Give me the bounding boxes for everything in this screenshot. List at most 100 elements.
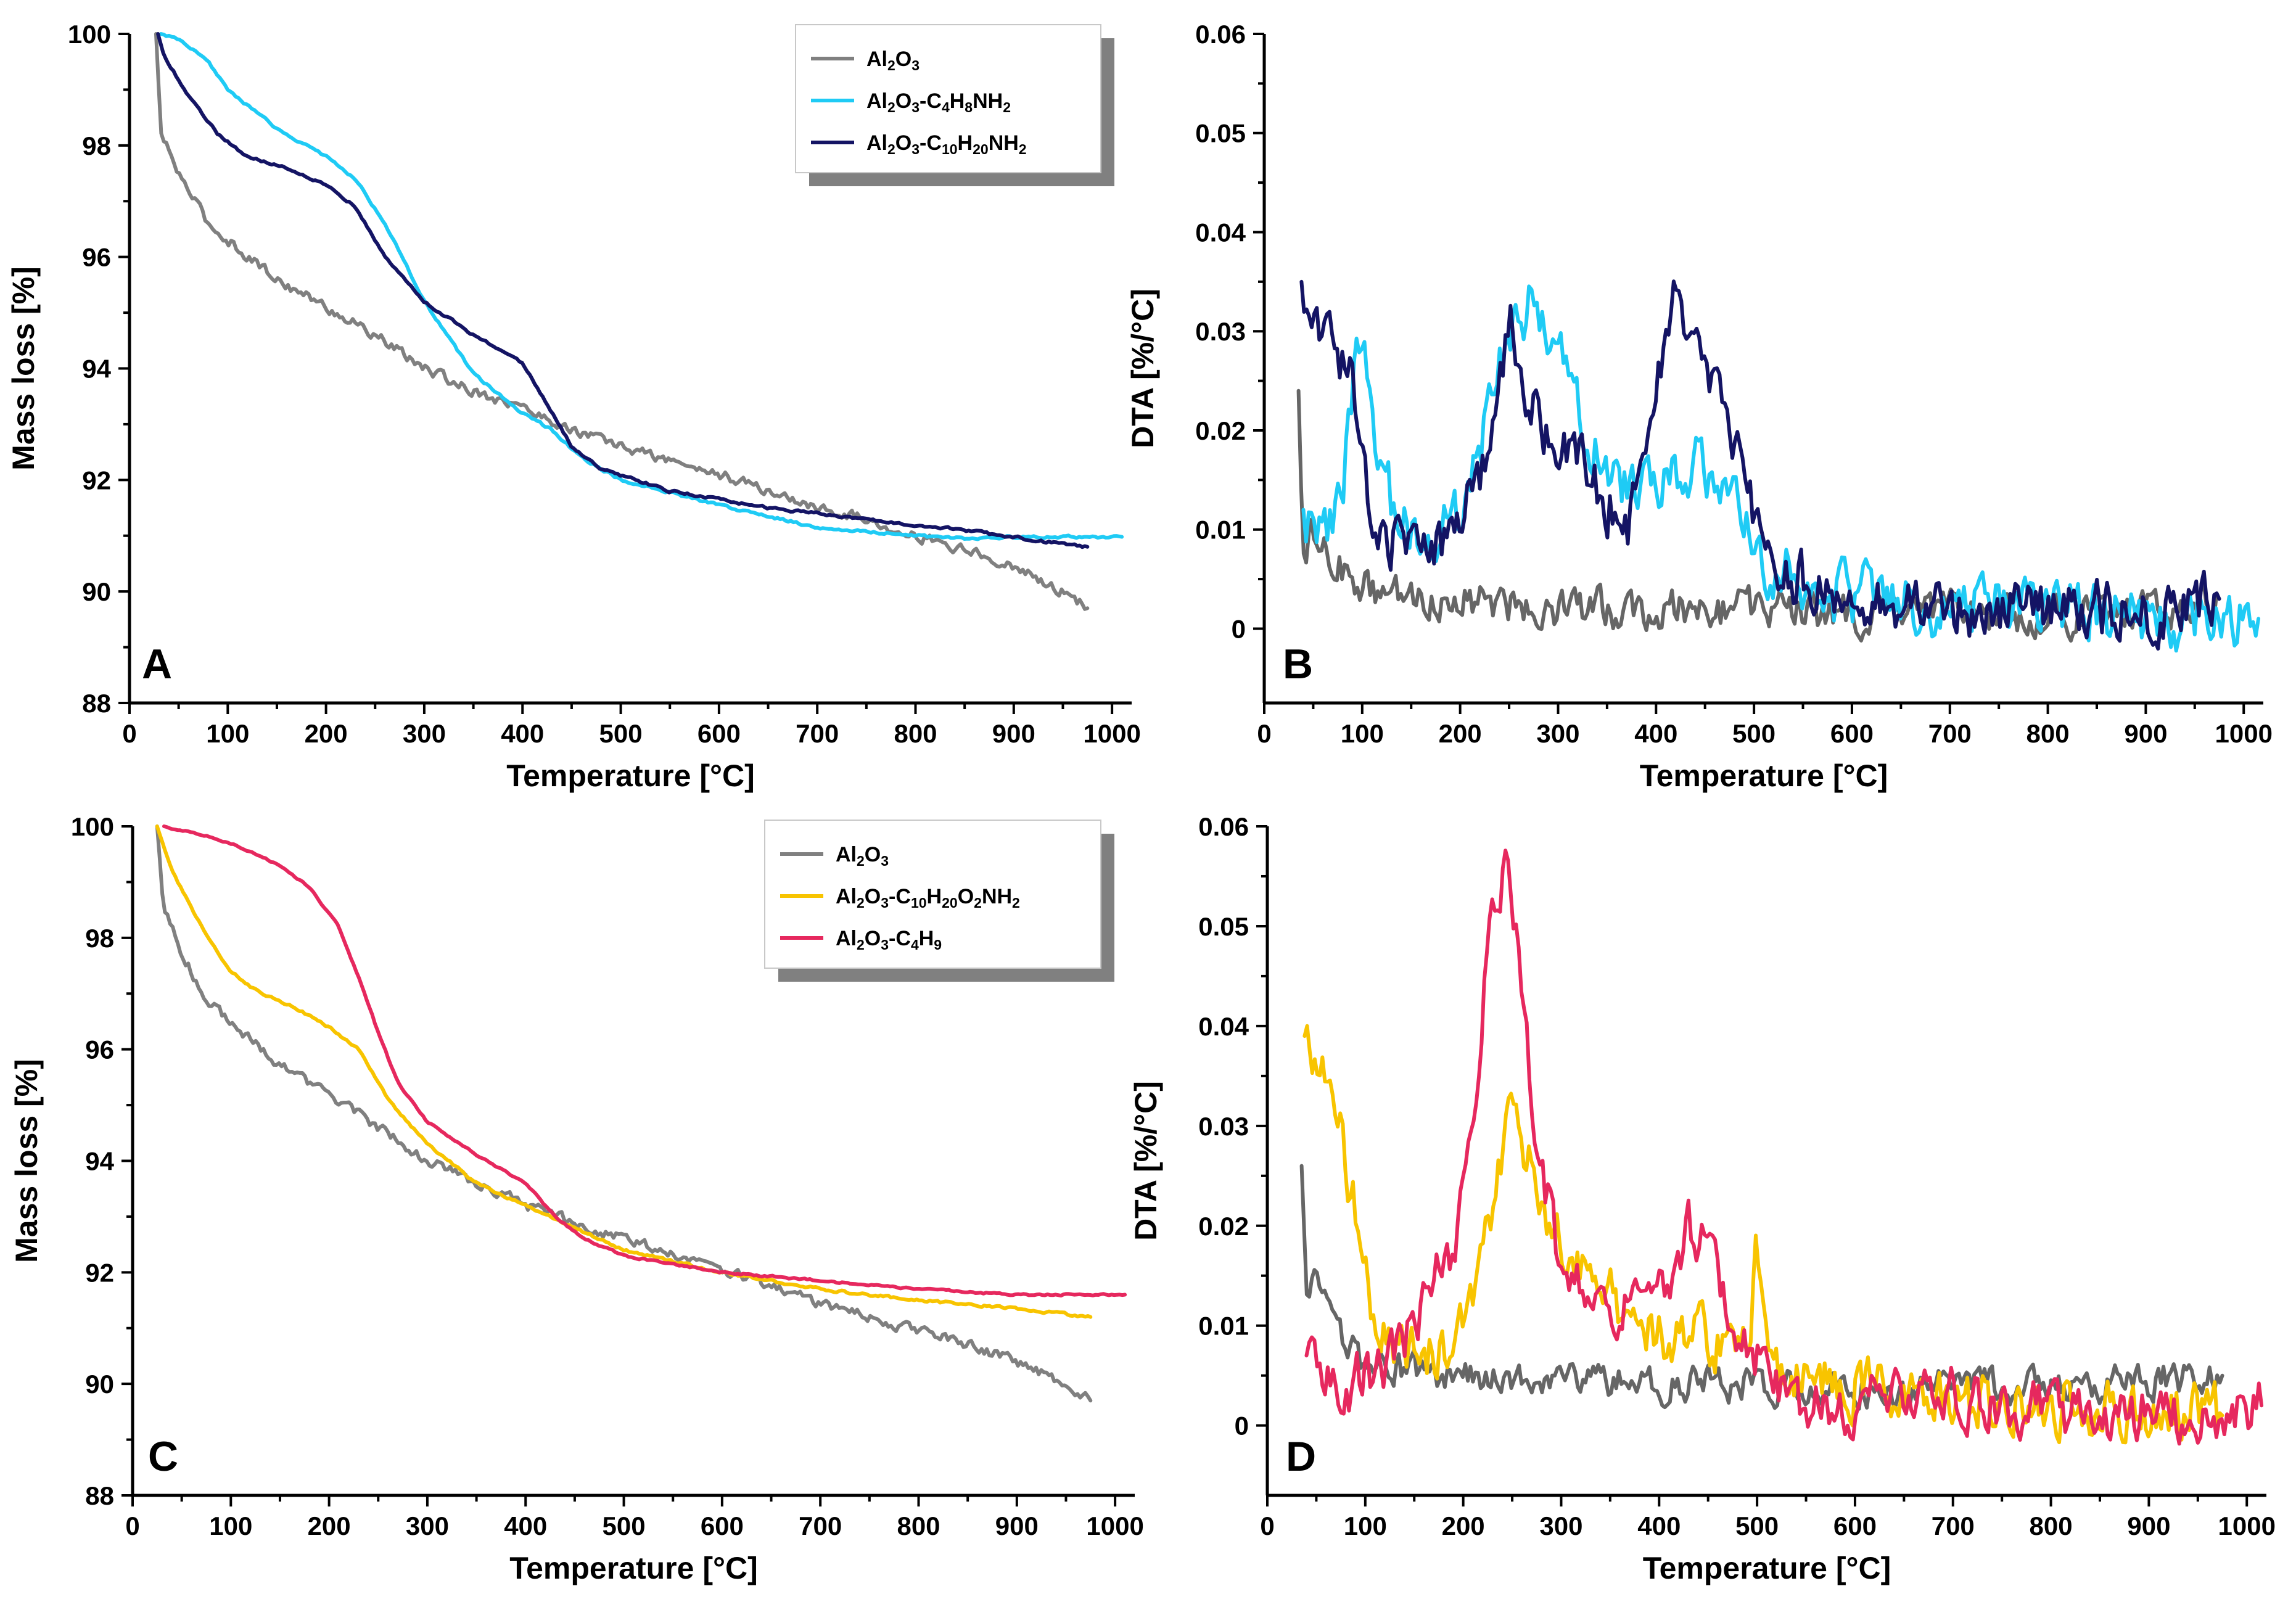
x-tick-label: 600	[1833, 1511, 1877, 1540]
x-tick-label: 500	[603, 1511, 646, 1540]
panel-letter: A	[142, 641, 172, 688]
y-axis-title: Mass loss [%]	[9, 1059, 44, 1263]
y-tick-label: 0.02	[1195, 416, 1246, 445]
series-line-c10h20o2nh2	[1302, 1024, 2224, 1445]
y-tick-label: 0.01	[1198, 1312, 1249, 1341]
legend-label: Al2O3-C10H20NH2	[866, 131, 1027, 157]
x-tick-label: 900	[2127, 1511, 2170, 1540]
y-tick-label: 88	[85, 1481, 114, 1510]
x-tick-label: 0	[1257, 719, 1271, 748]
x-tick-label: 100	[206, 719, 249, 748]
panel-a: 0 100 200 300 400 500 600 700 800 900 1000 88 90 92 94…	[6, 20, 1141, 793]
series-line-c10h20o2nh2	[155, 824, 1093, 1319]
x-tick-label: 100	[1344, 1511, 1387, 1540]
legend-label: Al2O3	[836, 843, 889, 869]
y-tick-label: 0.03	[1198, 1112, 1249, 1141]
y-tick-label: 0	[1235, 1412, 1249, 1441]
x-tick-label: 700	[796, 719, 839, 748]
panel-d: 0 100 200 300 400 500 600 700 800 900 1000 0 0.01 0.0…	[1129, 812, 2276, 1585]
x-tick-label: 200	[1442, 1511, 1485, 1540]
x-tick-label: 100	[1341, 719, 1384, 748]
y-tick-label: 98	[85, 924, 114, 953]
legend-label: Al2O3-C4H8NH2	[866, 89, 1011, 115]
y-tick-label: 0.03	[1195, 317, 1246, 346]
y-tick-label: 100	[71, 812, 114, 841]
x-tick-label: 700	[1932, 1511, 1975, 1540]
x-tick-label: 800	[2030, 1511, 2073, 1540]
y-tick-label: 100	[68, 20, 111, 49]
y-tick-label: 90	[82, 577, 111, 606]
panel-letter: D	[1286, 1433, 1316, 1480]
panel-letter: C	[148, 1433, 178, 1480]
y-tick-label: 0.02	[1198, 1212, 1249, 1241]
x-tick-label: 400	[1634, 719, 1677, 748]
y-tick-label: 0.04	[1195, 218, 1246, 247]
panel-b: 0 100 200 300 400 500 600 700 800 900 1000 0 0.01 0.0…	[1125, 20, 2273, 793]
x-tick-label: 300	[1536, 719, 1579, 748]
legend-label: Al2O3	[866, 47, 920, 73]
y-tick-label: 96	[85, 1035, 114, 1064]
x-tick-label: 500	[1735, 1511, 1779, 1540]
x-tick-label: 900	[995, 1511, 1039, 1540]
x-tick-label: 500	[1732, 719, 1775, 748]
y-tick-label: 0.06	[1198, 812, 1249, 841]
series-line-c10h20nh2	[156, 32, 1090, 549]
x-tick-label: 900	[992, 719, 1035, 748]
x-tick-label: 200	[1439, 719, 1482, 748]
series-line-c4h9	[162, 824, 1127, 1298]
legend: Al2O3 Al2O3-C10H20O2NH2 Al2O3-C4H9	[764, 820, 1114, 982]
x-tick-label: 0	[122, 719, 136, 748]
x-axis-title: Temperature [°C]	[1640, 758, 1888, 793]
y-tick-label: 92	[82, 466, 111, 495]
x-tick-label: 1000	[1086, 1511, 1143, 1540]
x-axis-title: Temperature [°C]	[1643, 1551, 1891, 1585]
y-tick-label: 0.01	[1195, 516, 1246, 545]
x-tick-label: 400	[501, 719, 544, 748]
x-tick-label: 800	[2026, 719, 2070, 748]
y-tick-label: 94	[85, 1147, 114, 1176]
series-line-c10h20nh2	[1299, 279, 2221, 651]
y-tick-label: 0.05	[1195, 119, 1246, 148]
y-tick-label: 0.04	[1198, 1012, 1249, 1041]
series-line-al2o3	[154, 32, 1090, 611]
series-line-al2o3-dta	[1296, 388, 2221, 643]
x-tick-label: 0	[1260, 1511, 1274, 1540]
x-tick-label: 700	[1928, 719, 1972, 748]
x-tick-label: 400	[504, 1511, 547, 1540]
y-tick-label: 0	[1232, 614, 1246, 643]
x-tick-label: 600	[1830, 719, 1874, 748]
x-tick-label: 800	[894, 719, 937, 748]
series-line-c4h9	[1304, 849, 2264, 1446]
x-tick-label: 100	[209, 1511, 252, 1540]
x-tick-label: 700	[799, 1511, 842, 1540]
x-tick-label: 800	[897, 1511, 940, 1540]
series-line-c4h8nh2	[159, 32, 1124, 541]
legend-label: Al2O3-C4H9	[836, 927, 942, 953]
panel-letter: B	[1283, 641, 1313, 688]
series-line-al2o3-dta	[1299, 1164, 2224, 1411]
y-tick-label: 94	[82, 355, 111, 384]
x-tick-label: 500	[599, 719, 643, 748]
x-tick-label: 900	[2124, 719, 2167, 748]
x-tick-label: 300	[1539, 1511, 1582, 1540]
legend: Al2O3 Al2O3-C4H8NH2 Al2O3-C10H20NH2	[795, 24, 1114, 186]
y-tick-label: 96	[82, 243, 111, 272]
y-tick-label: 0.06	[1195, 20, 1246, 49]
x-tick-label: 400	[1637, 1511, 1681, 1540]
x-axis-title: Temperature [°C]	[506, 758, 754, 793]
x-tick-label: 1000	[1083, 719, 1140, 748]
x-tick-label: 600	[697, 719, 741, 748]
y-axis-title: DTA [%/°C]	[1129, 1081, 1163, 1241]
y-tick-label: 92	[85, 1258, 114, 1287]
x-tick-label: 200	[305, 719, 348, 748]
y-tick-label: 88	[82, 689, 111, 718]
x-tick-label: 200	[308, 1511, 351, 1540]
y-tick-label: 0.05	[1198, 912, 1249, 941]
x-tick-label: 1000	[2218, 1511, 2276, 1540]
y-axis-title: DTA [%/°C]	[1125, 289, 1160, 448]
y-tick-label: 98	[82, 131, 111, 160]
x-tick-label: 1000	[2215, 719, 2273, 748]
x-axis-title: Temperature [°C]	[509, 1551, 757, 1585]
x-tick-label: 300	[406, 1511, 449, 1540]
